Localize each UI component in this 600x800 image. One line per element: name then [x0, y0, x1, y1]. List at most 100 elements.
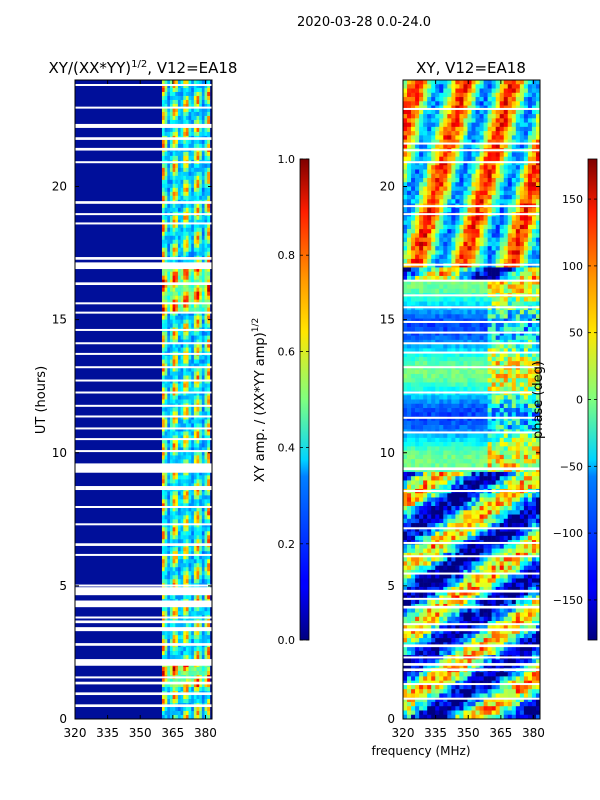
left-heatmap-cell — [172, 131, 176, 137]
left-heatmap-cell — [201, 519, 205, 524]
left-heatmap-cell — [175, 539, 179, 544]
right-heatmap-cell — [443, 297, 448, 302]
left-heatmap-cell — [180, 519, 184, 524]
right-heatmap-cell — [519, 220, 525, 226]
right-heatmap-cell — [427, 233, 432, 238]
left-heatmap-cell — [185, 451, 189, 456]
left-heatmap-cell — [193, 451, 197, 456]
right-heatmap-cell — [451, 177, 456, 183]
left-heatmap-cell — [207, 399, 211, 404]
left-heatmap-cell — [172, 363, 176, 368]
left-heatmap-cell — [177, 247, 181, 253]
left-heatmap-cell — [188, 563, 192, 568]
right-heatmap-cell — [403, 139, 408, 145]
left-heatmap-cell — [167, 80, 171, 85]
left-heatmap-cell — [188, 435, 192, 440]
right-heatmap-cell — [435, 165, 440, 170]
right-heatmap-cell — [483, 271, 488, 277]
left-heatmap-cell — [177, 179, 181, 185]
left-heatmap-cell — [180, 507, 184, 512]
left-heatmap-cell — [191, 635, 195, 640]
left-heatmap-cell — [177, 483, 181, 488]
right-heatmap-cell — [439, 105, 444, 111]
right-heatmap-cell — [407, 229, 412, 234]
left-heatmap-cell — [193, 295, 197, 300]
left-heatmap-cell — [193, 527, 197, 532]
left-heatmap-cell — [161, 231, 165, 237]
left-heatmap-cell — [183, 323, 187, 328]
left-heatmap-cell — [175, 119, 179, 125]
left-heatmap-cell — [191, 83, 195, 89]
right-heatmap-cell — [423, 280, 428, 285]
left-heatmap-cell — [164, 507, 168, 512]
right-heatmap-cell — [423, 327, 428, 332]
left-heatmap-cell — [185, 139, 189, 145]
right-heatmap-cell — [503, 152, 509, 157]
right-heatmap-cell — [507, 267, 513, 272]
left-heatmap-cell — [180, 651, 184, 656]
left-heatmap-cell — [193, 539, 197, 544]
right-heatmap-cell — [463, 122, 468, 128]
right-heatmap-cell — [435, 280, 440, 285]
right-heatmap-cell — [435, 314, 440, 319]
left-heatmap-cell — [199, 475, 203, 480]
left-heatmap-cell — [180, 359, 184, 364]
left-heatmap-cell — [161, 651, 165, 656]
left-heatmap-cell — [177, 131, 181, 137]
left-heatmap-cell — [201, 547, 205, 552]
left-heatmap-cell — [196, 103, 200, 109]
left-heatmap-cell — [199, 139, 203, 145]
right-heatmap-cell — [431, 114, 436, 119]
left-heatmap-cell — [196, 571, 200, 576]
left-heatmap-cell — [196, 379, 200, 384]
left-heatmap-cell — [185, 427, 189, 432]
left-heatmap-cell — [169, 499, 173, 504]
right-heatmap-cell — [503, 258, 509, 264]
right-heatmap-cell — [535, 207, 540, 213]
right-heatmap-cell — [459, 233, 464, 238]
right-heatmap-cell — [527, 190, 533, 196]
left-heatmap-cell — [204, 347, 208, 352]
right-heatmap-cell — [403, 160, 408, 166]
right-heatmap-cell — [519, 199, 525, 204]
left-heatmap-cell — [175, 447, 179, 452]
left-heatmap-cell — [183, 103, 187, 109]
left-heatmap-cell — [191, 451, 195, 456]
left-heatmap-cell — [175, 183, 179, 189]
left-heatmap-cell — [175, 439, 179, 444]
right-heatmap-cell — [431, 322, 436, 328]
left-heatmap-cell — [161, 131, 165, 137]
left-heatmap-cell — [207, 503, 211, 508]
left-heatmap-cell — [199, 427, 203, 432]
left-heatmap-cell — [191, 607, 195, 612]
left-heatmap-cell — [161, 83, 165, 89]
left-heatmap-cell — [191, 243, 195, 249]
right-heatmap-cell — [531, 88, 537, 94]
right-heatmap-cell — [455, 322, 460, 328]
right-heatmap-cell — [423, 322, 428, 328]
left-heatmap-cell — [191, 103, 195, 109]
right-heatmap-cell — [471, 246, 476, 251]
left-heatmap-cell — [167, 283, 171, 288]
left-heatmap-cell — [185, 291, 189, 296]
left-heatmap-cell — [191, 523, 195, 528]
right-heatmap-cell — [503, 92, 509, 98]
left-missing-data-band — [75, 311, 212, 314]
right-heatmap-cell — [411, 297, 416, 302]
left-heatmap-cell — [161, 483, 165, 488]
left-heatmap-cell — [199, 699, 203, 704]
right-heatmap-cell — [407, 143, 412, 149]
left-heatmap-cell — [193, 363, 197, 368]
right-heatmap-cell — [515, 216, 521, 221]
right-heatmap-cell — [535, 177, 540, 183]
right-heatmap-cell — [511, 322, 517, 328]
right-heatmap-cell — [503, 88, 509, 94]
right-heatmap-cell — [515, 126, 521, 132]
right-heatmap-cell — [435, 97, 440, 102]
left-heatmap-cell — [201, 251, 205, 257]
left-heatmap-cell — [201, 203, 205, 209]
left-heatmap-cell — [207, 567, 211, 572]
right-heatmap-cell — [403, 105, 408, 111]
right-heatmap-cell — [507, 199, 513, 204]
left-heatmap-cell — [193, 223, 197, 229]
